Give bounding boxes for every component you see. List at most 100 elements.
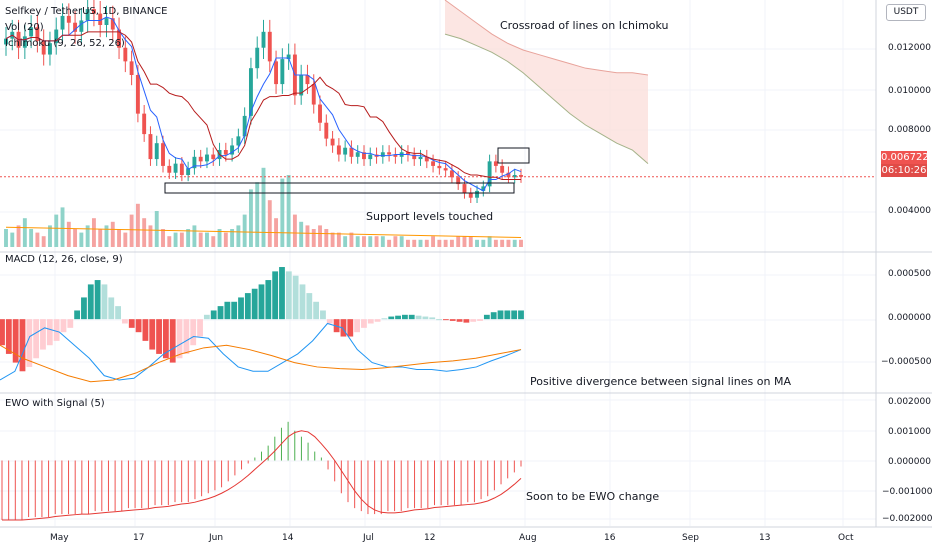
volume-bar bbox=[223, 232, 228, 247]
macd-histogram-bar bbox=[320, 310, 326, 320]
macd-histogram-bar bbox=[238, 297, 244, 320]
candle-body bbox=[35, 27, 40, 41]
kijun-sen-line bbox=[5, 31, 521, 181]
last-price-tag: 0.006722 bbox=[881, 151, 929, 164]
volume-bar bbox=[35, 232, 40, 247]
pane-separators bbox=[0, 0, 932, 528]
candle-body bbox=[311, 84, 316, 105]
candle-body bbox=[336, 145, 341, 155]
volume-bar bbox=[60, 207, 65, 247]
candle-body bbox=[393, 154, 398, 157]
candle-body bbox=[117, 29, 121, 48]
symbol-title[interactable]: Selfkey / TetherUS, 1D, BINANCE bbox=[5, 6, 168, 17]
ewo-pane bbox=[1, 421, 522, 521]
candle-body bbox=[22, 36, 27, 48]
macd-legend[interactable]: MACD (12, 26, close, 9) bbox=[5, 254, 123, 265]
volume-bar bbox=[324, 229, 329, 247]
volume-bar bbox=[368, 236, 373, 247]
volume-bar bbox=[22, 218, 27, 247]
candle-body bbox=[424, 156, 429, 162]
candle-body bbox=[387, 152, 392, 155]
candle-body bbox=[242, 115, 247, 137]
volume-bar bbox=[148, 225, 153, 247]
macd-histogram-bar bbox=[381, 318, 388, 320]
senkou-span-b bbox=[444, 33, 649, 165]
ichimoku-legend[interactable]: Ichimoku (9, 26, 52, 26) bbox=[5, 38, 125, 49]
ewo-legend[interactable]: EWO with Signal (5) bbox=[5, 398, 105, 409]
candle-body bbox=[493, 161, 498, 166]
volume-bar bbox=[179, 232, 184, 247]
macd-histogram-bar bbox=[415, 315, 422, 320]
volume-bar bbox=[519, 239, 523, 247]
volume-bar bbox=[242, 214, 247, 247]
volume-bar bbox=[142, 218, 147, 247]
macd-histogram-bar bbox=[408, 314, 415, 320]
ewo-signal-line bbox=[2, 430, 522, 521]
senkou-span-a bbox=[444, 0, 649, 76]
volume-bar bbox=[399, 236, 404, 247]
macd-histogram-bar bbox=[422, 316, 429, 320]
macd-signal-line bbox=[0, 344, 522, 383]
macd-histogram-bar bbox=[244, 293, 251, 320]
volume-bar bbox=[117, 229, 121, 247]
support-level-box bbox=[164, 182, 515, 194]
volume-ma-line bbox=[5, 226, 522, 239]
volume-bar bbox=[186, 229, 191, 247]
volume-bar bbox=[418, 239, 423, 247]
macd-histogram-bar bbox=[12, 319, 19, 363]
candle-body bbox=[475, 190, 479, 198]
candle-body bbox=[60, 15, 65, 30]
volume-bar bbox=[110, 221, 115, 247]
annotation-support: Support levels touched bbox=[366, 210, 494, 223]
volume-bar bbox=[292, 214, 297, 247]
time-tick: Sep bbox=[682, 533, 699, 543]
candle-body bbox=[500, 165, 505, 173]
volume-bar bbox=[267, 200, 272, 247]
volume-bar bbox=[4, 229, 8, 247]
grid bbox=[0, 0, 876, 526]
volume-bar bbox=[487, 236, 492, 247]
ichimoku-lines bbox=[5, 16, 522, 192]
candle-body bbox=[318, 104, 322, 123]
macd-histogram-bar bbox=[101, 284, 108, 320]
volume-bar bbox=[91, 218, 96, 247]
candle-body bbox=[431, 161, 436, 166]
macd-histogram-bar bbox=[429, 317, 436, 320]
volume-bar bbox=[493, 239, 498, 247]
candle-body bbox=[142, 113, 147, 135]
macd-histogram-bar bbox=[449, 319, 456, 321]
volume-bar bbox=[248, 189, 253, 247]
macd-histogram-bar bbox=[490, 312, 497, 320]
macd-histogram-bar bbox=[361, 319, 367, 328]
price-tick: 0.010000 bbox=[888, 86, 931, 96]
candle-body bbox=[104, 18, 109, 25]
macd-histogram-bar bbox=[395, 315, 401, 320]
currency-button[interactable]: USDT bbox=[886, 4, 926, 21]
macd-histogram-bar bbox=[156, 319, 162, 354]
macd-histogram-bar bbox=[340, 319, 347, 337]
candle-body bbox=[267, 31, 272, 62]
candle-body bbox=[66, 15, 71, 23]
macd-histogram-bar bbox=[313, 301, 320, 320]
volume-bar bbox=[431, 236, 436, 247]
volume-legend[interactable]: Vol (20) bbox=[5, 22, 44, 33]
macd-histogram-bar bbox=[326, 319, 333, 324]
annotation-ichimoku: Crossroad of lines on Ichimoku bbox=[500, 19, 669, 32]
volume-bar bbox=[393, 236, 398, 247]
macd-histogram-bar bbox=[176, 319, 183, 359]
volume-bar bbox=[318, 225, 322, 247]
volume-bar bbox=[355, 236, 360, 247]
candle-body bbox=[98, 13, 103, 25]
candle-body bbox=[230, 145, 235, 155]
macd-histogram-bar bbox=[135, 319, 142, 333]
macd-tick: −0.000500 bbox=[881, 357, 932, 367]
macd-histogram-bar bbox=[436, 319, 442, 321]
candle-body bbox=[179, 163, 184, 175]
candle-body bbox=[506, 172, 511, 178]
volume-bar bbox=[481, 239, 486, 247]
candle-body bbox=[456, 177, 461, 185]
macd-histogram-bar bbox=[470, 319, 477, 322]
volume-bar bbox=[135, 203, 140, 247]
candle-body bbox=[481, 186, 486, 191]
